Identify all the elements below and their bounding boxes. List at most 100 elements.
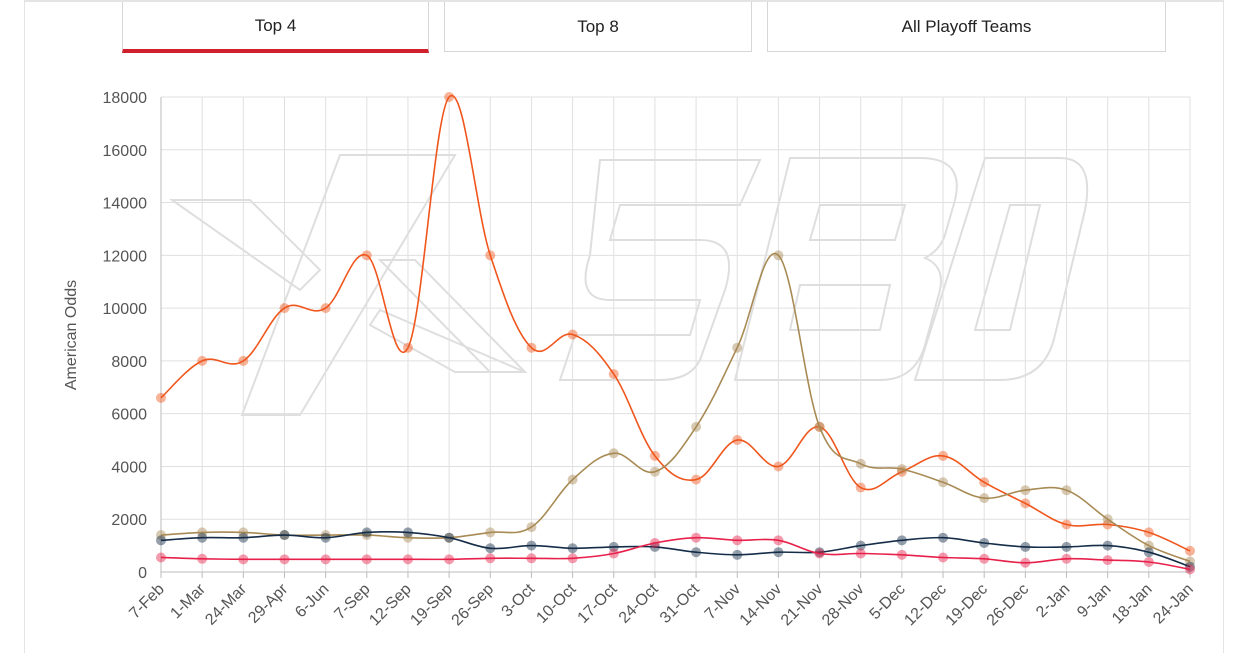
data-point[interactable] xyxy=(1185,564,1195,575)
data-point[interactable] xyxy=(238,532,249,543)
data-point[interactable] xyxy=(567,553,578,564)
data-point[interactable] xyxy=(649,541,660,552)
data-point[interactable] xyxy=(361,527,372,538)
data-point[interactable] xyxy=(1185,545,1195,556)
data-point[interactable] xyxy=(814,548,825,559)
data-point[interactable] xyxy=(855,548,866,559)
data-point[interactable] xyxy=(608,541,619,552)
data-point[interactable] xyxy=(938,532,949,543)
data-point[interactable] xyxy=(649,466,660,477)
data-point[interactable] xyxy=(1020,498,1031,509)
data-point[interactable] xyxy=(814,547,825,558)
data-point[interactable] xyxy=(1102,514,1113,525)
data-point[interactable] xyxy=(197,553,208,564)
data-point[interactable] xyxy=(156,535,166,546)
data-point[interactable] xyxy=(279,554,290,565)
data-point[interactable] xyxy=(773,535,784,546)
data-point[interactable] xyxy=(979,537,990,548)
data-point[interactable] xyxy=(691,547,702,558)
data-point[interactable] xyxy=(896,464,907,475)
data-point[interactable] xyxy=(197,527,208,538)
tab-top-8[interactable]: Top 8 xyxy=(444,2,752,52)
data-point[interactable] xyxy=(361,250,372,261)
data-point[interactable] xyxy=(938,450,949,461)
data-point[interactable] xyxy=(855,482,866,493)
data-point[interactable] xyxy=(691,532,702,543)
data-point[interactable] xyxy=(156,530,166,541)
data-point[interactable] xyxy=(979,493,990,504)
data-point[interactable] xyxy=(732,549,743,560)
data-point[interactable] xyxy=(1143,547,1154,558)
data-point[interactable] xyxy=(691,474,702,485)
data-point[interactable] xyxy=(156,392,166,403)
data-point[interactable] xyxy=(979,553,990,564)
data-point[interactable] xyxy=(773,250,784,261)
data-point[interactable] xyxy=(1020,557,1031,568)
data-point[interactable] xyxy=(197,532,208,543)
data-point[interactable] xyxy=(238,554,249,565)
data-point[interactable] xyxy=(1102,540,1113,551)
data-point[interactable] xyxy=(1143,556,1154,567)
data-point[interactable] xyxy=(1061,541,1072,552)
data-point[interactable] xyxy=(608,448,619,459)
data-point[interactable] xyxy=(567,543,578,554)
data-point[interactable] xyxy=(320,554,331,565)
data-point[interactable] xyxy=(526,342,537,353)
data-point[interactable] xyxy=(485,527,496,538)
data-point[interactable] xyxy=(608,548,619,559)
data-point[interactable] xyxy=(1061,485,1072,496)
data-point[interactable] xyxy=(402,554,413,565)
data-point[interactable] xyxy=(732,342,743,353)
data-point[interactable] xyxy=(896,549,907,560)
data-point[interactable] xyxy=(938,552,949,563)
data-point[interactable] xyxy=(773,461,784,472)
data-point[interactable] xyxy=(1061,553,1072,564)
data-point[interactable] xyxy=(814,421,825,432)
data-point[interactable] xyxy=(1020,541,1031,552)
data-point[interactable] xyxy=(320,303,331,314)
data-point[interactable] xyxy=(279,303,290,314)
data-point[interactable] xyxy=(896,535,907,546)
data-point[interactable] xyxy=(444,554,455,565)
data-point[interactable] xyxy=(402,532,413,543)
data-point[interactable] xyxy=(732,435,743,446)
data-point[interactable] xyxy=(485,543,496,554)
data-point[interactable] xyxy=(1020,485,1031,496)
data-point[interactable] xyxy=(1061,519,1072,530)
data-point[interactable] xyxy=(279,530,290,541)
data-point[interactable] xyxy=(567,329,578,340)
data-point[interactable] xyxy=(691,421,702,432)
data-point[interactable] xyxy=(855,458,866,469)
data-point[interactable] xyxy=(197,355,208,366)
data-point[interactable] xyxy=(773,547,784,558)
tab-top-4[interactable]: Top 4 xyxy=(122,2,429,53)
data-point[interactable] xyxy=(444,92,455,102)
data-point[interactable] xyxy=(649,537,660,548)
data-point[interactable] xyxy=(1102,519,1113,530)
data-point[interactable] xyxy=(732,535,743,546)
data-point[interactable] xyxy=(444,532,455,543)
data-point[interactable] xyxy=(938,477,949,488)
data-point[interactable] xyxy=(979,477,990,488)
data-point[interactable] xyxy=(526,540,537,551)
data-point[interactable] xyxy=(485,250,496,261)
data-point[interactable] xyxy=(402,527,413,538)
data-point[interactable] xyxy=(1102,555,1113,566)
data-point[interactable] xyxy=(1143,527,1154,538)
data-point[interactable] xyxy=(649,450,660,461)
data-point[interactable] xyxy=(526,522,537,533)
data-point[interactable] xyxy=(238,527,249,538)
data-point[interactable] xyxy=(526,553,537,564)
data-point[interactable] xyxy=(567,474,578,485)
data-point[interactable] xyxy=(608,369,619,380)
data-point[interactable] xyxy=(1143,540,1154,551)
data-point[interactable] xyxy=(485,553,496,564)
data-point[interactable] xyxy=(320,532,331,543)
data-point[interactable] xyxy=(361,554,372,565)
data-point[interactable] xyxy=(156,552,166,563)
data-point[interactable] xyxy=(855,540,866,551)
tab-all-playoff-teams[interactable]: All Playoff Teams xyxy=(767,2,1166,52)
data-point[interactable] xyxy=(402,342,413,353)
data-point[interactable] xyxy=(238,355,249,366)
data-point[interactable] xyxy=(1185,556,1195,567)
